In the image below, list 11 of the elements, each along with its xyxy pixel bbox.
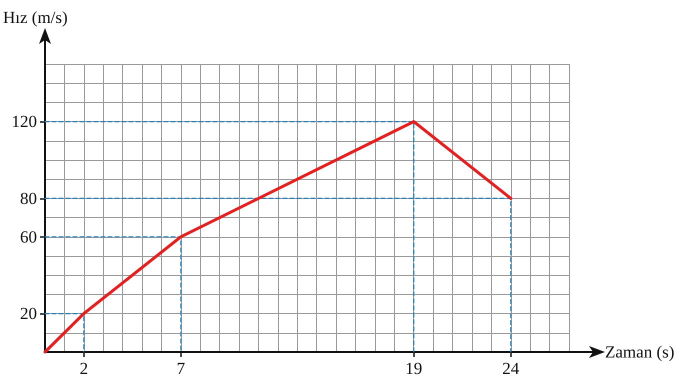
y-tick-label: 20 (20, 304, 37, 324)
y-tick-label: 60 (20, 227, 37, 246)
x-tick-label: 2 (80, 359, 88, 378)
line-series (44, 120, 512, 354)
y-axis-title: Hız (m/s) (3, 8, 68, 27)
x-tick-label: 7 (176, 359, 186, 378)
y-tick-label: 80 (20, 188, 37, 208)
x-tick-label: 19 (405, 359, 422, 378)
x-tick-label: 24 (502, 359, 520, 378)
x-axis-title: Zaman (s) (605, 342, 674, 362)
y-tick-label: 120 (12, 112, 37, 132)
